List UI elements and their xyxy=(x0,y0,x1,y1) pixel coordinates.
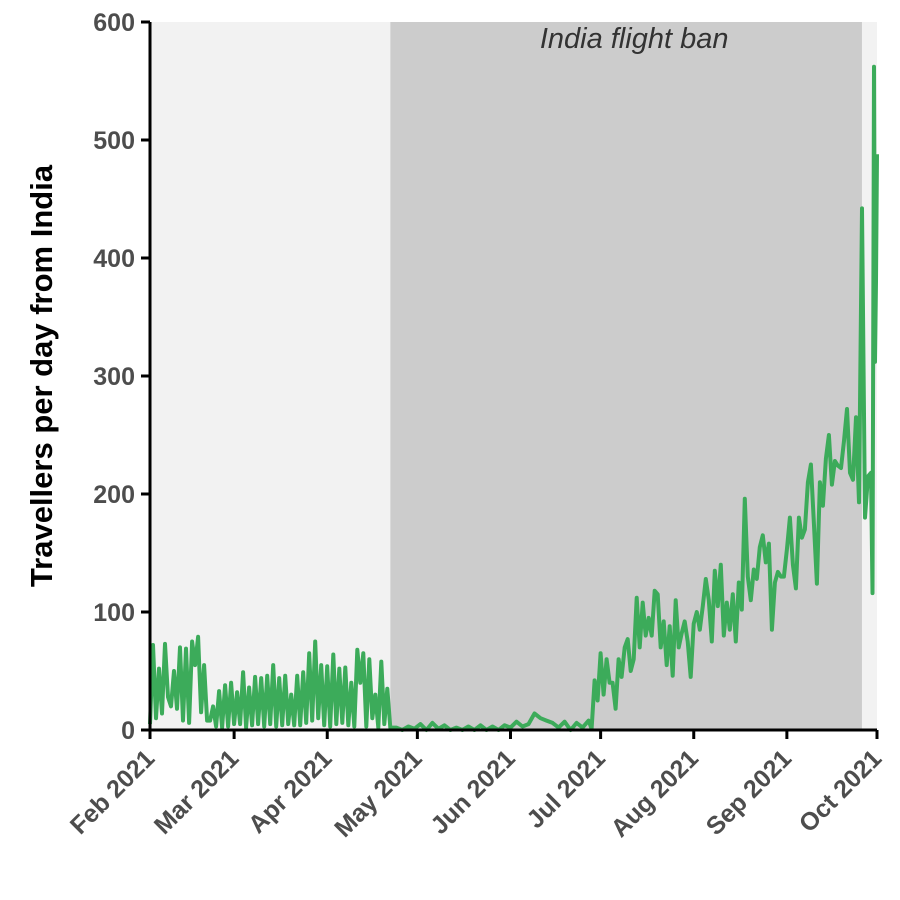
shaded-regions xyxy=(150,22,877,730)
x-tick-label-5: Jul 2021 xyxy=(521,744,611,834)
x-tick-label-2: Apr 2021 xyxy=(243,744,338,839)
x-tick-label-0: Feb 2021 xyxy=(65,744,161,840)
x-tick-label-1: Mar 2021 xyxy=(149,744,245,840)
x-tick-label-3: May 2021 xyxy=(329,744,427,842)
flight-ban-annotation: India flight ban xyxy=(540,23,729,55)
travellers-line xyxy=(148,64,879,732)
y-tick-label-600: 600 xyxy=(93,9,135,37)
x-tick-label-4: Jun 2021 xyxy=(425,744,521,840)
x-tick-label-8: Oct 2021 xyxy=(794,744,888,838)
y-tick-label-500: 500 xyxy=(93,127,135,155)
shaded-region-1 xyxy=(390,22,862,730)
y-tick-label-200: 200 xyxy=(93,481,135,509)
y-tick-label-400: 400 xyxy=(93,245,135,273)
y-axis: 0 100 200 300 400 500 600 xyxy=(93,9,152,745)
y-tick-label-0: 0 xyxy=(121,717,135,745)
x-tick-label-6: Aug 2021 xyxy=(606,744,704,842)
shaded-region-0 xyxy=(150,22,391,730)
y-tick-label-300: 300 xyxy=(93,363,135,391)
y-axis-title: Travellers per day from India xyxy=(24,164,59,587)
x-tick-label-7: Sep 2021 xyxy=(701,744,798,841)
y-tick-label-100: 100 xyxy=(93,599,135,627)
